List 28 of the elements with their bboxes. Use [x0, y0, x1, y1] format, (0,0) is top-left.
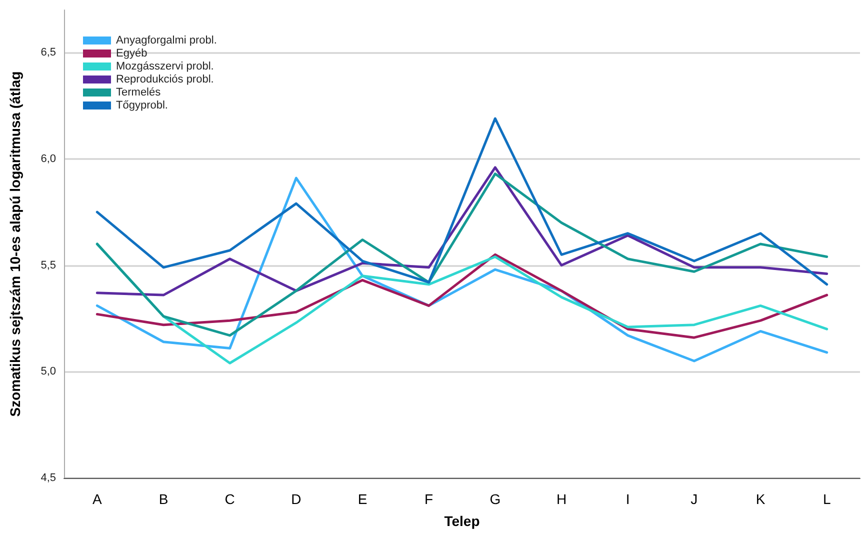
x-axis-title: Telep: [444, 513, 480, 529]
line-series: [96, 166, 828, 296]
legend-label: Reprodukciós probl.: [116, 74, 214, 86]
x-tick-label: L: [822, 491, 831, 507]
y-tick-label: 5,0: [40, 366, 56, 378]
legend-label: Egyéb: [116, 48, 148, 60]
x-tick-label: J: [690, 491, 698, 507]
y-tick-label: 6,0: [40, 152, 56, 165]
x-tick-label: F: [424, 491, 434, 507]
x-tick-label: H: [556, 491, 567, 507]
line-series: [96, 172, 828, 337]
y-tick-label: 5,5: [40, 259, 56, 272]
y-tick-label: 4,5: [40, 472, 56, 484]
y-tick-label: 6,5: [40, 46, 56, 59]
x-tick-label: I: [626, 491, 630, 507]
x-tick-label: E: [358, 491, 368, 507]
x-tick-label: D: [291, 491, 302, 507]
line-series: [96, 117, 828, 286]
x-tick-label: G: [490, 491, 501, 507]
x-tick-label: B: [158, 491, 168, 507]
legend-label: Termelés: [116, 86, 162, 98]
legend-label: Mozgásszervi probl.: [116, 60, 214, 72]
legend-label: Anyagforgalmi probl.: [116, 34, 217, 46]
y-axis-title: Szomatikus sejtszám 10-es alapú logaritmusa (átlag: [7, 71, 23, 417]
x-tick-label: A: [92, 491, 102, 507]
x-tick-label: K: [756, 491, 766, 507]
legend-label: Tőgyprobl.: [116, 100, 168, 112]
x-tick-label: C: [224, 491, 235, 507]
